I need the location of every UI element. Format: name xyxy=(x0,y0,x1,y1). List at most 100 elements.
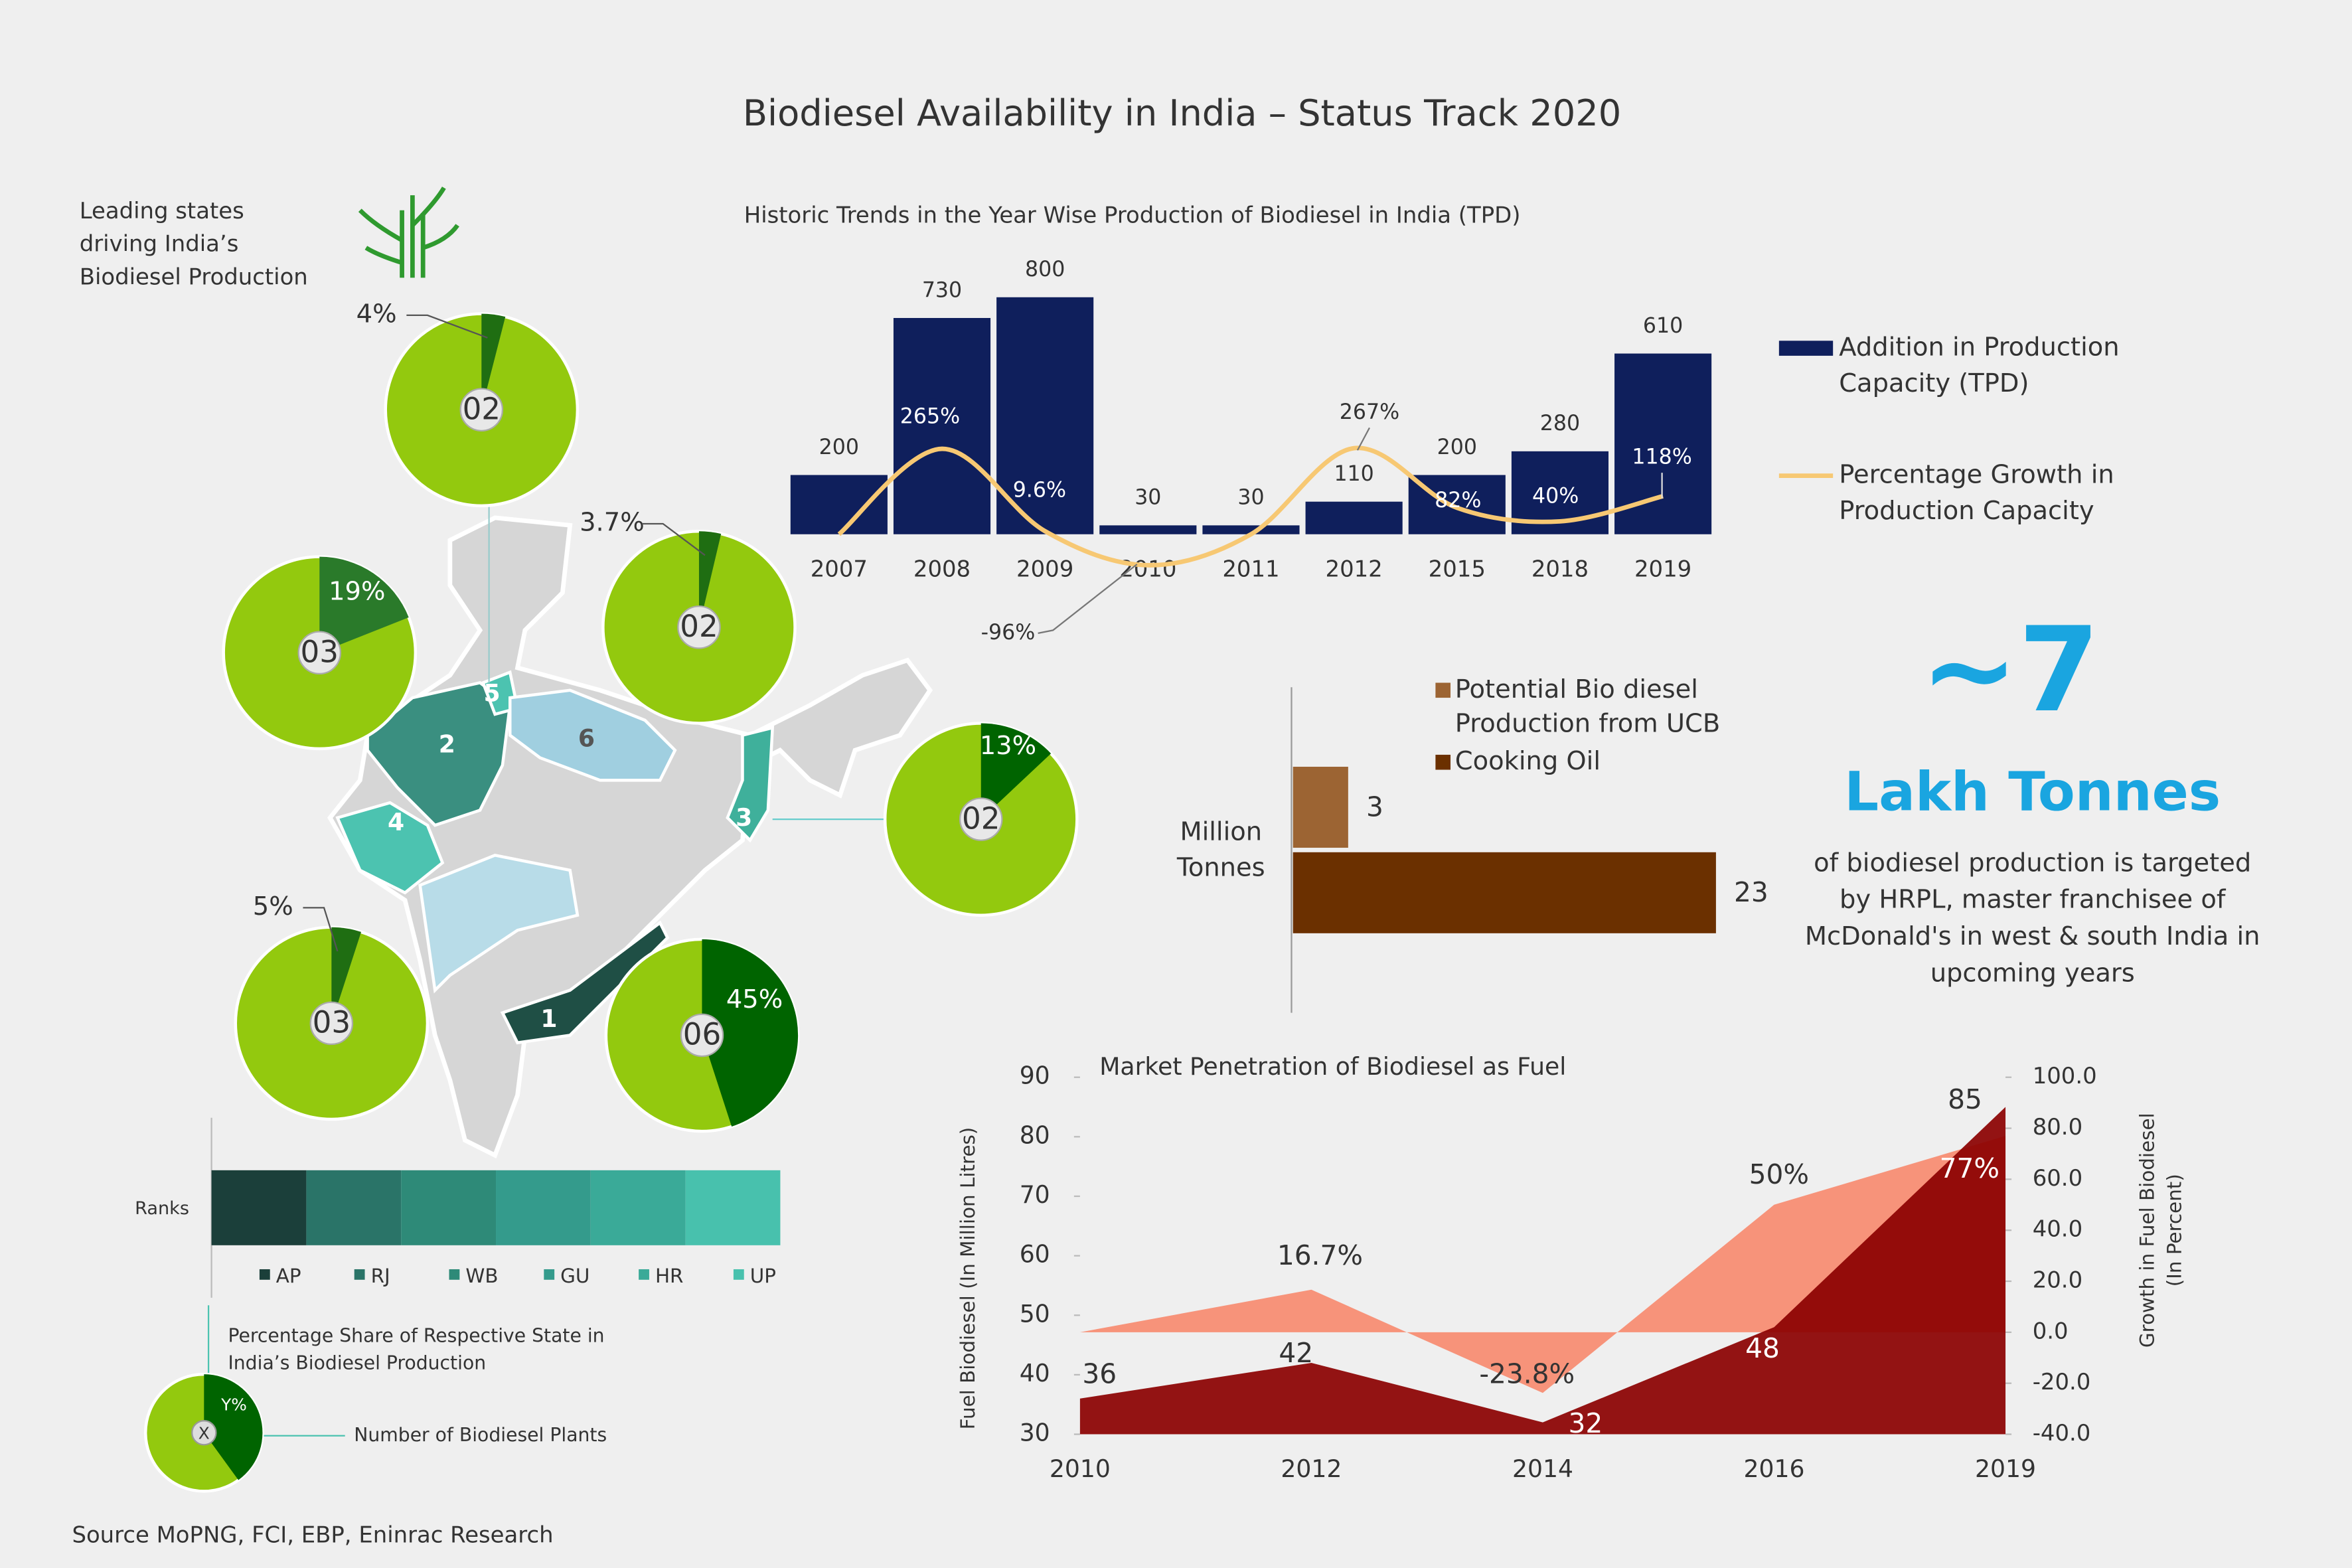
y-tick-label: 90 xyxy=(1020,1061,1050,1090)
map-region xyxy=(418,853,580,994)
bar-value-label: 23 xyxy=(1734,876,1768,908)
leader-line xyxy=(406,314,488,339)
x-tick-label: 2008 xyxy=(913,556,971,582)
map-region xyxy=(726,726,775,843)
x-tick-label: 2010 xyxy=(1119,556,1176,582)
bar-value-label: 200 xyxy=(819,435,859,459)
india-map: 1 2 3 4 5 6 xyxy=(327,515,933,1158)
share-label: 45% xyxy=(726,984,783,1014)
bar-value-label: 730 xyxy=(922,278,962,302)
bar-value-label: 200 xyxy=(1437,435,1477,459)
y2-tick-label: 40.0 xyxy=(2033,1216,2082,1242)
key-slice xyxy=(204,1374,263,1480)
y-tick-label: 50 xyxy=(1020,1299,1050,1328)
y-tick-label: 70 xyxy=(1020,1180,1050,1209)
plants-count: 03 xyxy=(301,635,339,670)
growth-label: 265% xyxy=(900,405,960,429)
ranks-label: Ranks xyxy=(135,1198,189,1219)
rank-swatch xyxy=(306,1170,402,1245)
pie-slice xyxy=(319,556,409,653)
map-region xyxy=(335,801,445,895)
rank-key xyxy=(544,1269,555,1280)
rank-swatch xyxy=(211,1170,307,1245)
growth-label: 77% xyxy=(1940,1152,1999,1184)
legend-label: Addition in Production Capacity (TPD) xyxy=(1839,332,2119,398)
y2-tick-label: 60.0 xyxy=(2033,1165,2082,1191)
bar xyxy=(1293,852,1716,933)
rank-key xyxy=(733,1269,744,1280)
growth-label: 9.6% xyxy=(1013,478,1066,502)
x-tick-label: 2019 xyxy=(1634,556,1691,582)
y-tick-label: 60 xyxy=(1020,1240,1050,1269)
pie-center xyxy=(677,605,721,649)
key-share-text: Percentage Share of Respective State in I… xyxy=(228,1325,604,1374)
y-axis-label: Million Tonnes xyxy=(1176,817,1265,882)
target-unit: Lakh Tonnes xyxy=(1844,760,2221,823)
cane-icon xyxy=(358,187,459,278)
y2-tick-label: -40.0 xyxy=(2033,1420,2091,1446)
bar xyxy=(893,318,991,534)
target-text: McDonald's in west & south India in xyxy=(1805,921,2260,951)
value-label: 48 xyxy=(1745,1332,1780,1364)
y2-tick-label: -20.0 xyxy=(2033,1369,2091,1395)
growth-label: 118% xyxy=(1632,445,1691,469)
value-label: 36 xyxy=(1082,1358,1117,1389)
target-text: upcoming years xyxy=(1930,958,2135,988)
plants-count: 02 xyxy=(962,801,1000,836)
x-tick-label: 2019 xyxy=(1975,1454,2036,1483)
x-tick-label: 2018 xyxy=(1531,556,1589,582)
pie-center xyxy=(680,1013,724,1058)
growth-label: -96% xyxy=(981,621,1036,645)
x-tick-label: 2010 xyxy=(1050,1454,1111,1483)
y2-tick-label: 0.0 xyxy=(2033,1318,2069,1344)
leader-line xyxy=(303,907,339,952)
rank-swatch xyxy=(496,1170,591,1245)
x-tick-label: 2012 xyxy=(1281,1454,1342,1483)
bar-value-label: 30 xyxy=(1135,486,1161,510)
chart-title: Historic Trends in the Year Wise Product… xyxy=(744,202,1521,228)
share-label: 5% xyxy=(253,892,293,921)
map-region xyxy=(500,920,670,1045)
bar xyxy=(1202,525,1300,534)
growth-label: 40% xyxy=(1532,484,1579,508)
growth-label: 16.7% xyxy=(1277,1239,1363,1271)
bar xyxy=(790,475,888,534)
rank-swatch xyxy=(590,1170,686,1245)
rank-key xyxy=(354,1269,365,1280)
x-tick-label: 2014 xyxy=(1512,1454,1573,1483)
map-region xyxy=(366,681,512,827)
bar-value-label: 30 xyxy=(1237,486,1264,510)
plants-count: 06 xyxy=(683,1017,722,1052)
pie-center xyxy=(459,388,504,432)
growth-label: 50% xyxy=(1749,1158,1809,1190)
key-share-symbol: Y% xyxy=(220,1395,247,1415)
legend-label: Potential Bio diesel Production from UCB xyxy=(1455,674,1720,738)
x-tick-label: 2012 xyxy=(1326,556,1383,582)
map-rank-label: 1 xyxy=(540,1004,557,1033)
rank-key xyxy=(449,1269,460,1280)
map-rank-label: 4 xyxy=(388,808,404,836)
key-plants-text: Number of Biodiesel Plants xyxy=(354,1424,607,1446)
bar-value-label: 110 xyxy=(1334,462,1373,486)
x-tick-label: 2009 xyxy=(1016,556,1073,582)
rank-code: WB xyxy=(465,1265,498,1287)
share-label: 13% xyxy=(980,731,1036,761)
leader-line xyxy=(642,522,706,556)
map-rank-label: 6 xyxy=(578,724,595,752)
bar-value-label: 610 xyxy=(1643,314,1683,338)
leader-line xyxy=(1038,564,1138,635)
plants-count: 02 xyxy=(463,391,501,426)
map-rank-label: 5 xyxy=(484,679,501,708)
bar-value-label: 800 xyxy=(1025,258,1065,281)
target-value: ~7 xyxy=(1921,601,2100,738)
y2-tick-label: 20.0 xyxy=(2033,1267,2082,1293)
source-note: Source MoPNG, FCI, EBP, Eninrac Research xyxy=(72,1522,553,1548)
rank-code: AP xyxy=(276,1265,301,1287)
pie-slice xyxy=(980,723,1052,820)
rank-code: UP xyxy=(750,1265,776,1287)
value-label: 42 xyxy=(1279,1337,1313,1369)
map-rank-label: 3 xyxy=(736,803,752,832)
plants-count: 02 xyxy=(680,609,718,644)
bar xyxy=(1099,525,1197,534)
x-tick-label: 2016 xyxy=(1744,1454,1805,1483)
